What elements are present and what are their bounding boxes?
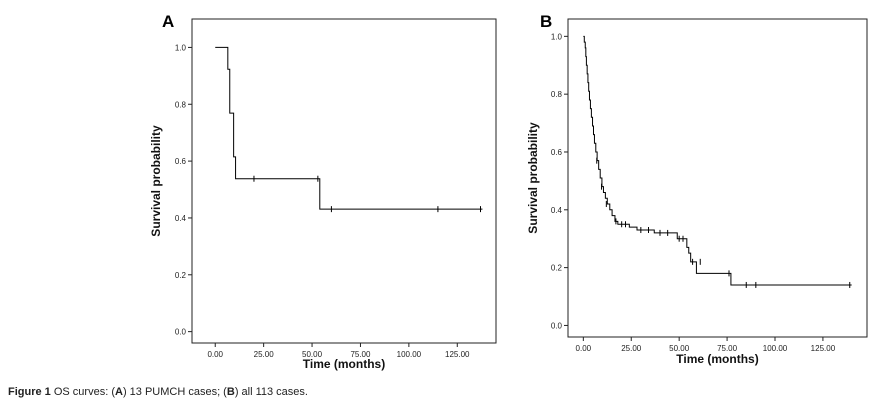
panel-b: B 0.0 0.2 0.4 0.6 0.8 1.0 0.00 25.00 50.00 75.00 10… <box>526 12 868 366</box>
caption-text-a: OS curves: ( <box>50 386 115 398</box>
y-tick-label: 1.0 <box>175 43 187 52</box>
survival-curve <box>583 35 852 286</box>
y-tick-label: 0.0 <box>175 328 187 337</box>
x-tick-label: 50.00 <box>302 350 323 359</box>
x-tick-label: 75.00 <box>350 350 371 359</box>
y-tick-label: 0.8 <box>551 90 563 99</box>
x-tick-label: 25.00 <box>621 344 642 353</box>
y-axis-label: Survival probability <box>526 122 540 234</box>
survival-curve <box>215 46 483 210</box>
y-tick-label: 0.2 <box>175 271 187 280</box>
y-tick-label: 1.0 <box>551 32 563 41</box>
x-tick-label: 125.00 <box>445 350 470 359</box>
y-tick-label: 0.4 <box>175 214 187 223</box>
x-tick-label: 0.00 <box>576 344 592 353</box>
x-axis-label: Time (months) <box>676 352 758 366</box>
x-tick-label: 125.00 <box>811 344 836 353</box>
caption-letter-a: A <box>114 386 123 398</box>
plot-frame <box>191 18 497 344</box>
panel-label: A <box>162 12 174 31</box>
y-tick-label: 0.0 <box>551 321 563 330</box>
caption-text-b: ) 13 PUMCH cases; ( <box>122 386 227 398</box>
panel-label: B <box>540 12 552 31</box>
y-tick-label: 0.6 <box>175 157 187 166</box>
caption-letter-b: B <box>226 386 235 398</box>
y-tick-label: 0.2 <box>551 264 563 273</box>
caption-label: Figure 1 <box>8 386 51 398</box>
x-tick-label: 25.00 <box>254 350 275 359</box>
y-tick-label: 0.8 <box>175 100 187 109</box>
caption-text-c: ) all 113 cases. <box>234 386 308 398</box>
x-axis-label: Time (months) <box>303 357 385 371</box>
x-tick-label: 0.00 <box>207 350 223 359</box>
y-axis-label: Survival probability <box>149 125 163 237</box>
x-tick-label: 100.00 <box>763 344 788 353</box>
y-tick-label: 0.4 <box>551 206 563 215</box>
x-tick-label: 75.00 <box>717 344 738 353</box>
y-tick-label: 0.6 <box>551 148 563 157</box>
x-tick-label: 100.00 <box>397 350 422 359</box>
x-tick-label: 50.00 <box>669 344 690 353</box>
panel-a: A 0.0 0.2 0.4 0.6 0.8 1.0 0.00 25.00 50.00 75.00 10… <box>149 12 497 371</box>
figure-caption: Figure 1 OS curves: (A) 13 PUMCH cases; … <box>8 386 308 398</box>
plot-frame <box>567 18 868 338</box>
